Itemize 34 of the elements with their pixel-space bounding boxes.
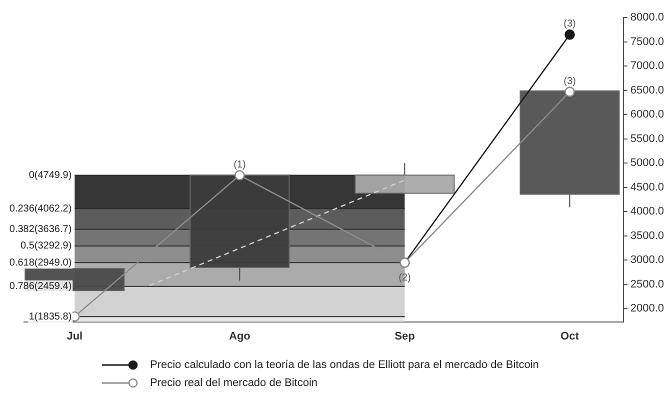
y-tick-label: 4000.0 [630,206,664,218]
ref-line-label: 0.382(3636.7) [9,224,72,236]
annotation: (2) [398,272,411,284]
point [564,29,575,40]
y-tick-label: 5000.0 [630,157,664,170]
y-tick-label: 7500.0 [630,36,664,48]
legend-label: Precio real del mercado de Bitcoin [150,377,318,389]
y-tick-label: 3500.0 [630,230,664,242]
ref-line-label: 0.236(4062.2) [9,203,72,214]
y-tick-label: 6500.0 [630,84,664,96]
x-tick-label: Jul [66,330,83,342]
x-tick-label: Sep [394,330,416,342]
x-tick-label: Ago [228,330,251,342]
y-tick-label: 4500.0 [630,181,664,194]
ref-line-label: 0.5(3292.9) [20,240,72,252]
point [234,170,245,180]
y-tick-label: 8000.0 [630,12,664,24]
candlestick [354,162,455,194]
y-tick-label: 7000.0 [630,60,664,72]
y-tick-label: 2000.0 [630,302,664,315]
ref-line-label: 1(1835.8) [28,311,72,322]
y-tick-label: 5500.0 [630,132,664,145]
annotation: (1) [234,159,246,170]
ref-line-label: 0.618(2949.0) [9,257,72,268]
ref-line-label: 0(4749.9) [28,170,72,182]
x-tick-label: Oct [560,330,580,342]
point [564,86,575,97]
ref-line-label: 0.786(2459.4) [9,281,72,292]
y-tick-label: 2500.0 [630,278,664,290]
y-tick-label: 3000.0 [630,254,664,266]
annotation: (3) [564,18,576,30]
legend-label: Precio calculado con la teoría de las ondas de Elliott para el mercado de Bitcoin [150,359,539,371]
y-tick-label: 6000.0 [630,108,664,121]
annotation: (3) [564,76,576,87]
